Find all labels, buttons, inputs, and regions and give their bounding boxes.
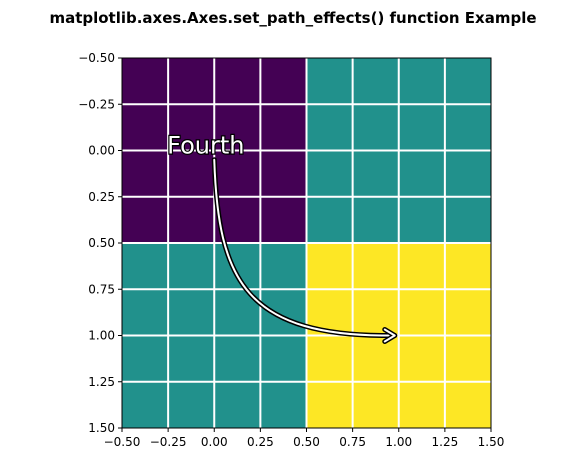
x-tick-label: 1.50 xyxy=(478,435,505,449)
y-tick-label: 1.50 xyxy=(88,421,115,435)
annotation: Fourth xyxy=(166,130,398,344)
grid-lines xyxy=(122,58,491,428)
x-tick-label: 1.00 xyxy=(385,435,412,449)
y-tick-label: −0.50 xyxy=(78,51,115,65)
x-tick-label: 1.25 xyxy=(432,435,459,449)
y-axis: −0.50 −0.25 0.00 0.25 0.50 0.75 1.00 1.25 1.50 xyxy=(78,51,122,435)
x-axis: −0.50 −0.25 0.00 0.25 0.50 0.75 1.00 1.25 1.50 xyxy=(104,428,505,449)
x-tick-label: −0.50 xyxy=(104,435,141,449)
y-tick-label: 0.50 xyxy=(88,236,115,250)
annotation-arrowhead xyxy=(383,328,396,343)
annotation-text: Fourth xyxy=(167,132,244,160)
y-tick-label: 0.75 xyxy=(88,282,115,296)
y-tick-label: 1.25 xyxy=(88,375,115,389)
x-tick-label: −0.25 xyxy=(150,435,187,449)
x-tick-label: 0.00 xyxy=(201,435,228,449)
x-tick-label: 0.25 xyxy=(247,435,274,449)
y-tick-label: −0.25 xyxy=(78,97,115,111)
annotation-arrow xyxy=(213,158,396,337)
x-tick-label: 0.50 xyxy=(293,435,320,449)
x-tick-label: 0.75 xyxy=(339,435,366,449)
y-tick-label: 0.00 xyxy=(88,144,115,158)
y-tick-label: 0.25 xyxy=(88,190,115,204)
chart-title: matplotlib.axes.Axes.set_path_effects() … xyxy=(49,9,536,27)
y-tick-label: 1.00 xyxy=(88,329,115,343)
